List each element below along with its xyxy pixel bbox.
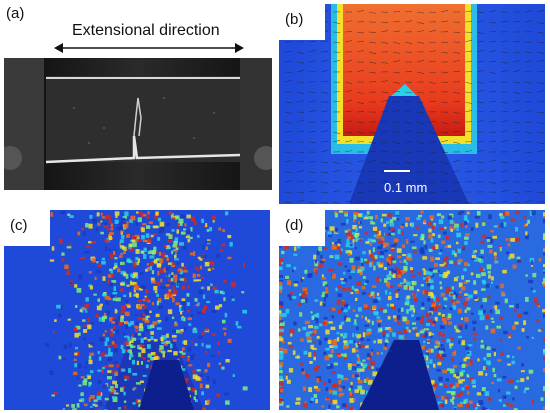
panel-b-label: (b) bbox=[285, 11, 304, 28]
panel-d-label: (d) bbox=[285, 217, 304, 234]
scale-bar bbox=[384, 170, 410, 172]
panel-a-label: (a) bbox=[6, 5, 25, 22]
scale-bar-label: 0.1 mm bbox=[384, 180, 428, 195]
extension-direction-caption: Extensional direction bbox=[72, 22, 220, 39]
double-arrow-icon bbox=[54, 43, 244, 53]
specimen-photo bbox=[4, 58, 272, 190]
panel-c-label: (c) bbox=[10, 217, 28, 234]
